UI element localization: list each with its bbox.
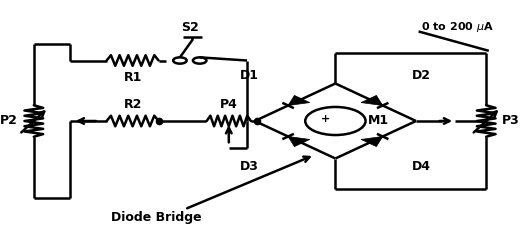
Text: S2: S2 xyxy=(181,21,199,34)
Text: R2: R2 xyxy=(123,98,142,111)
Polygon shape xyxy=(288,136,310,147)
Polygon shape xyxy=(361,136,383,147)
Text: Diode Bridge: Diode Bridge xyxy=(111,211,201,224)
Text: R1: R1 xyxy=(123,71,142,84)
Text: D2: D2 xyxy=(412,69,431,82)
Polygon shape xyxy=(361,95,383,106)
Text: P3: P3 xyxy=(502,114,519,128)
Text: M1: M1 xyxy=(368,114,389,128)
Text: D3: D3 xyxy=(240,160,259,173)
Text: D1: D1 xyxy=(240,69,259,82)
Text: 0 to 200 $\mu$A: 0 to 200 $\mu$A xyxy=(421,20,495,34)
Text: P4: P4 xyxy=(220,98,238,111)
Text: +: + xyxy=(320,113,330,124)
Text: D4: D4 xyxy=(412,160,431,173)
Polygon shape xyxy=(288,95,310,106)
Text: P2: P2 xyxy=(1,114,18,128)
